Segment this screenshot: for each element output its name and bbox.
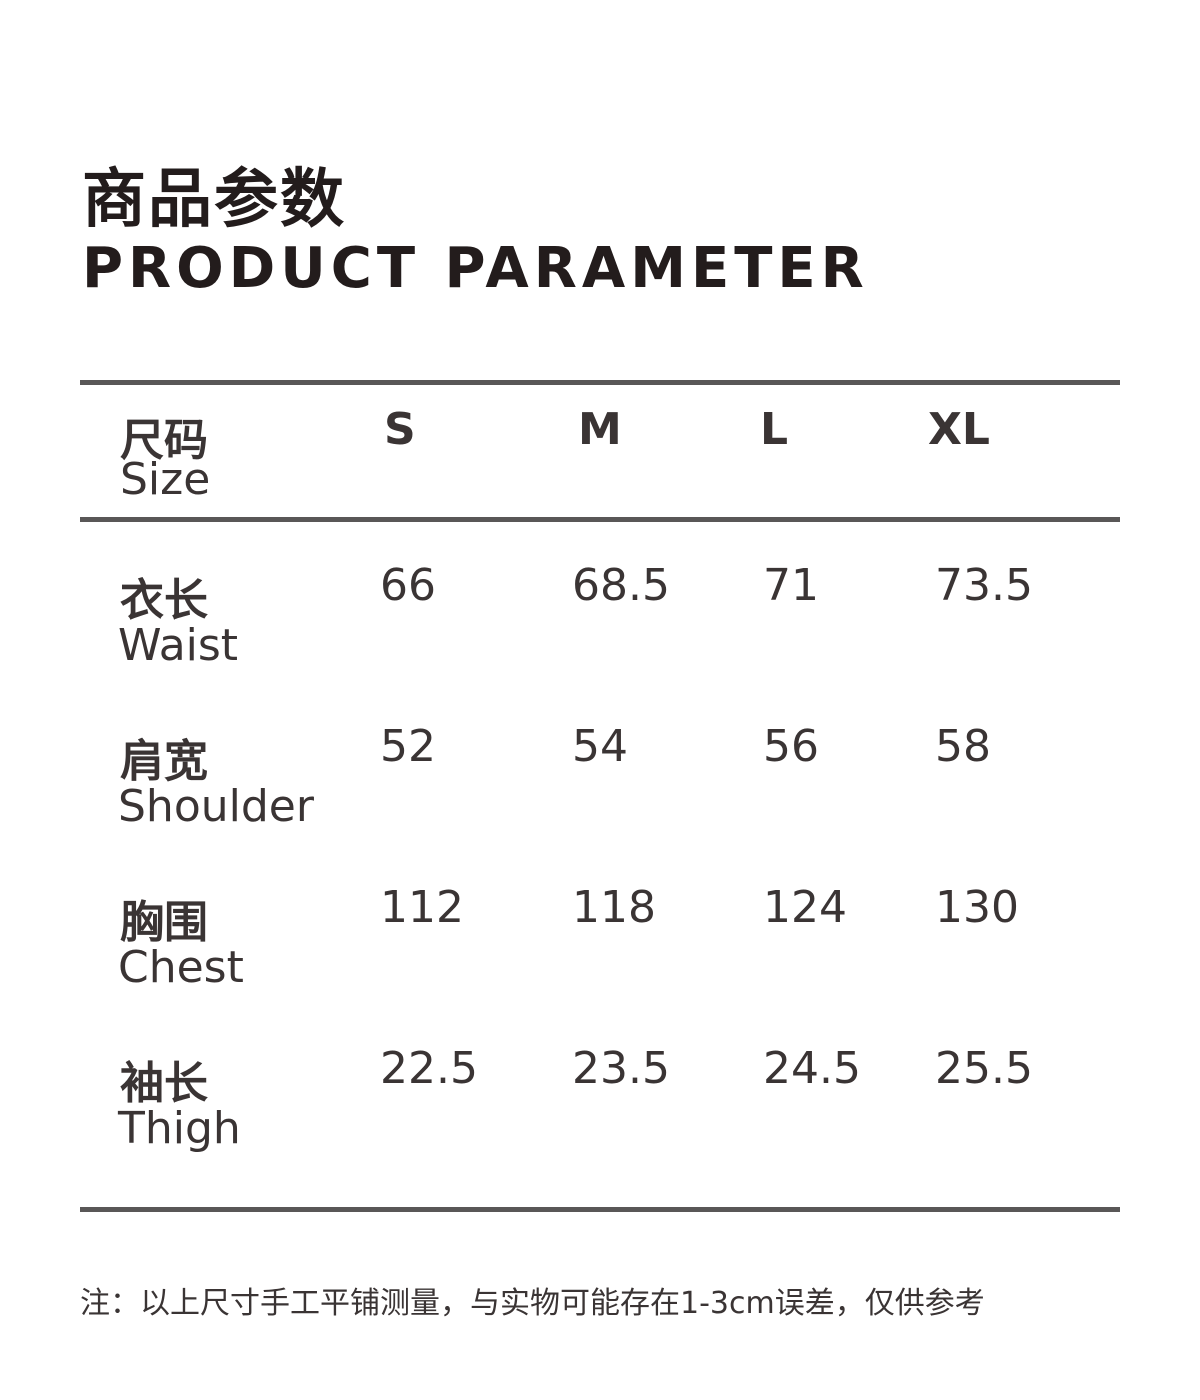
row-label-en: Chest <box>118 942 244 993</box>
row-label-cn: 袖长 <box>120 1058 208 1109</box>
row-label-cn: 胸围 <box>120 897 208 948</box>
row-label-en: Waist <box>118 620 239 671</box>
measurement-note: 注：以上尺寸手工平铺测量，与实物可能存在1-3cm误差，仅供参考 <box>80 1286 985 1321</box>
header-label-en: Size <box>120 454 211 505</box>
size-m: M <box>578 404 622 455</box>
table-cell: 25.5 <box>935 1043 1033 1094</box>
table-cell: 124 <box>763 882 847 933</box>
table-cell: 56 <box>763 721 819 772</box>
size-s: S <box>384 404 416 455</box>
table-cell: 118 <box>572 882 656 933</box>
row-label-cn: 肩宽 <box>120 736 208 787</box>
table-cell: 54 <box>572 721 628 772</box>
table-cell: 68.5 <box>572 560 670 611</box>
row-label-en: Shoulder <box>118 781 314 832</box>
title-chinese: 商品参数 <box>82 163 346 237</box>
size-xl: XL <box>928 404 990 455</box>
table-cell: 58 <box>935 721 991 772</box>
table-cell: 112 <box>380 882 464 933</box>
table-bottom-rule <box>80 1207 1120 1212</box>
table-top-rule <box>80 380 1120 385</box>
header-rule <box>80 517 1120 522</box>
table-cell: 23.5 <box>572 1043 670 1094</box>
row-label-cn: 衣长 <box>120 575 208 626</box>
table-cell: 52 <box>380 721 436 772</box>
table-cell: 130 <box>935 882 1019 933</box>
table-cell: 66 <box>380 560 436 611</box>
table-cell: 73.5 <box>935 560 1033 611</box>
table-cell: 22.5 <box>380 1043 478 1094</box>
table-cell: 71 <box>763 560 819 611</box>
size-l: L <box>760 404 789 455</box>
title-english: PRODUCT PARAMETER <box>82 236 869 301</box>
row-label-en: Thigh <box>118 1103 241 1154</box>
header-label-cn: 尺码 <box>120 415 208 466</box>
table-cell: 24.5 <box>763 1043 861 1094</box>
